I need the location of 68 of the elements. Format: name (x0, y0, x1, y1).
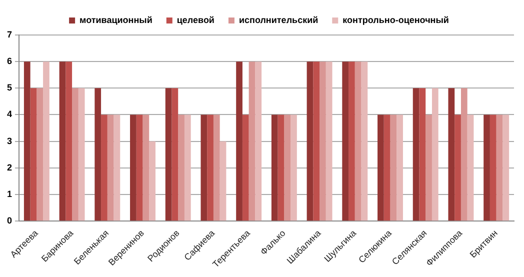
legend-label: исполнительский (238, 14, 318, 25)
bar (412, 88, 420, 221)
bar (354, 62, 362, 221)
bar (236, 62, 242, 221)
bar (454, 114, 461, 221)
bar (59, 62, 66, 221)
bar (178, 114, 184, 221)
bar (114, 114, 120, 221)
bar (66, 62, 72, 221)
bar (255, 62, 262, 221)
bar (502, 114, 510, 221)
bar (419, 88, 426, 221)
bar (313, 62, 320, 221)
bar (24, 62, 30, 221)
bar (107, 114, 114, 221)
bar (136, 114, 143, 221)
bar (384, 114, 390, 221)
y-tick-label: 7 (6, 29, 12, 40)
y-tick-label: 4 (6, 109, 12, 120)
bar (496, 114, 503, 221)
bar (101, 114, 108, 221)
bar (184, 114, 191, 221)
legend-label: контрольно-оценочный (342, 14, 449, 25)
bar (361, 62, 368, 221)
bar (284, 114, 291, 221)
y-tick-label: 5 (6, 82, 12, 93)
bar (460, 88, 468, 221)
bar (72, 88, 78, 221)
bar (142, 114, 150, 221)
bar (149, 141, 156, 221)
bar (342, 62, 349, 221)
bar (290, 114, 297, 221)
legend-label: мотивационный (80, 14, 152, 25)
bar (172, 88, 178, 221)
bar (207, 114, 214, 221)
y-tick-label: 0 (6, 216, 12, 226)
bar (467, 114, 474, 221)
bar (130, 114, 136, 221)
bar (426, 114, 432, 221)
y-tick-label: 3 (6, 136, 12, 146)
bar (30, 88, 37, 221)
bar (248, 62, 256, 221)
bar (200, 114, 208, 221)
bar (306, 62, 314, 221)
legend-label: целевой (176, 14, 214, 25)
y-tick-label: 1 (6, 188, 12, 199)
bar (278, 114, 284, 221)
bar (242, 114, 249, 221)
bar (78, 88, 85, 221)
bar (36, 88, 44, 221)
bar (220, 141, 226, 221)
y-tick-label: 6 (6, 56, 12, 66)
bar (348, 62, 355, 221)
y-tick-label: 2 (6, 162, 12, 172)
bar (396, 114, 403, 221)
bar (165, 88, 172, 221)
bar (326, 62, 332, 221)
bar (448, 88, 455, 221)
bar (320, 62, 326, 221)
bar (390, 114, 397, 221)
bar (213, 114, 220, 221)
bar (432, 88, 438, 221)
bar (490, 114, 496, 221)
bar (94, 88, 102, 221)
bar (43, 62, 50, 221)
bar (271, 114, 278, 221)
bar (378, 114, 384, 221)
bar (484, 114, 490, 221)
